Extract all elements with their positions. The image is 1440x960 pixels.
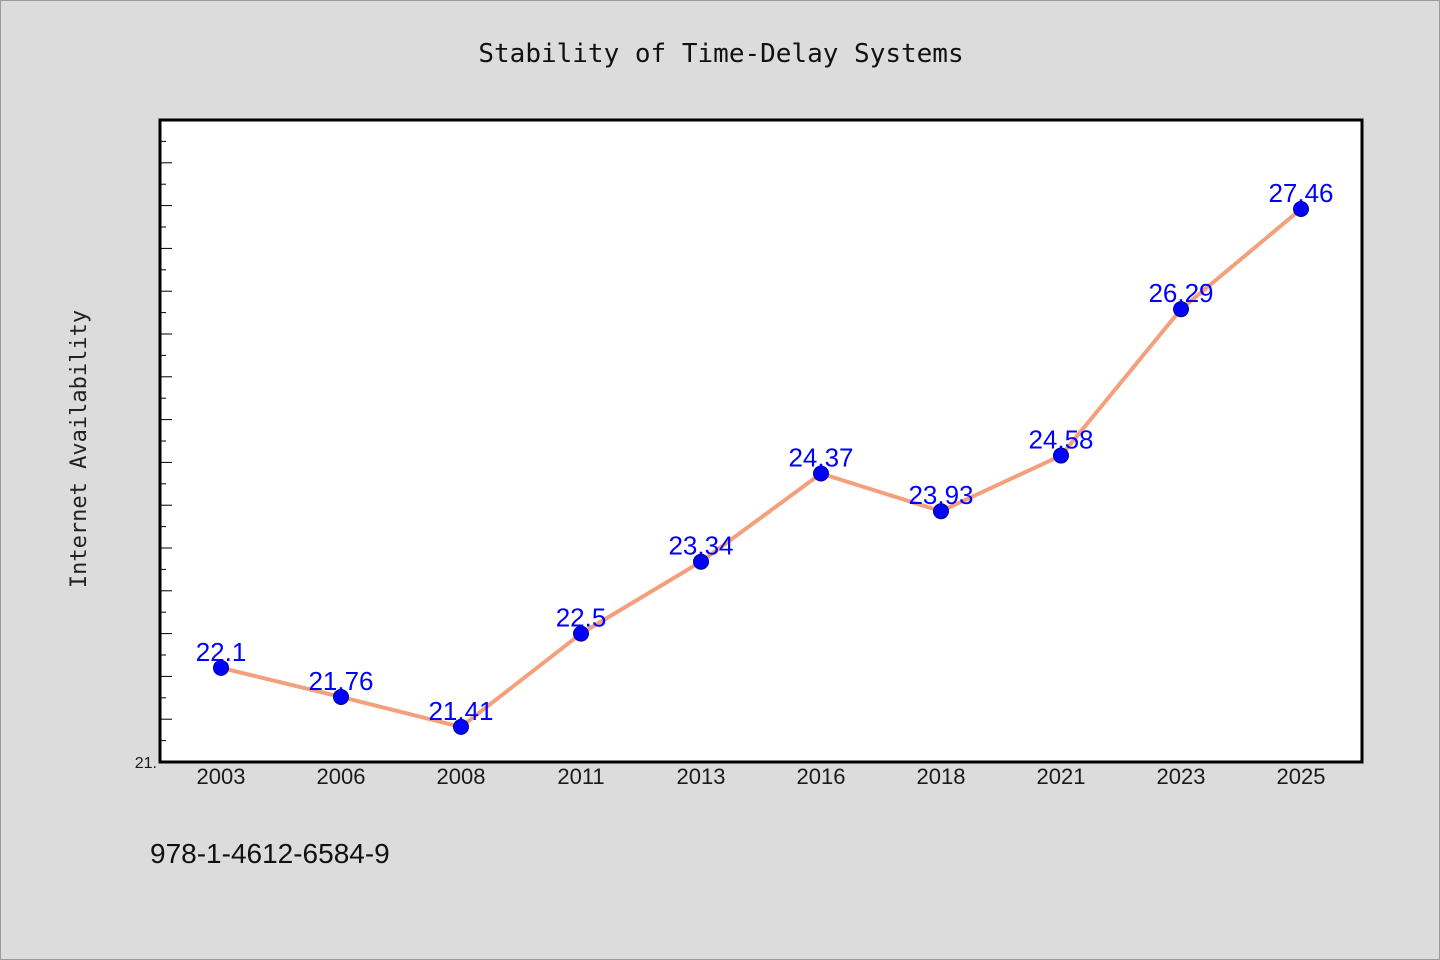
x-tick-label: 2025 [1277, 764, 1326, 789]
data-labels: 22.1 21.76 21.41 22.5 23.34 24.37 23.93 24.58 26… [196, 178, 1334, 726]
x-tick-label: 2018 [917, 764, 966, 789]
data-label: 23.93 [908, 480, 973, 510]
x-tick-label: 2021 [1037, 764, 1086, 789]
data-label: 21.41 [428, 696, 493, 726]
x-tick-label: 2016 [797, 764, 846, 789]
data-label: 27.46 [1268, 178, 1333, 208]
data-label: 26.29 [1148, 278, 1213, 308]
series-line [219, 207, 1303, 729]
plot-frame [158, 118, 1364, 764]
y-axis-label: Internet Availability [67, 310, 92, 588]
x-tick-label: 2013 [677, 764, 726, 789]
data-point [1173, 301, 1189, 318]
data-point [813, 465, 829, 482]
data-point [453, 718, 469, 735]
data-point [573, 625, 589, 642]
data-point [1293, 201, 1309, 218]
data-label: 24.58 [1028, 425, 1093, 455]
x-tick-label: 2011 [557, 764, 604, 789]
data-point [933, 503, 949, 520]
data-point [1053, 447, 1069, 464]
data-label: 22.1 [196, 637, 247, 667]
data-label: 21.76 [308, 666, 373, 696]
data-point [213, 659, 229, 676]
plot-area [160, 120, 1362, 762]
x-tick-label: 2006 [317, 764, 366, 789]
x-axis-ticks: 2003 2006 2008 2011 2013 2016 2018 2021 2023 2025 [197, 764, 1326, 789]
data-point [693, 553, 709, 570]
y-axis-min-tick-label: 21. [135, 755, 157, 772]
data-label: 23.34 [668, 531, 733, 561]
chart-title: Stability of Time-Delay Systems [478, 39, 963, 69]
data-label: 24.37 [788, 443, 853, 473]
x-tick-label: 2003 [197, 764, 246, 789]
data-label: 22.5 [556, 603, 607, 633]
data-series [213, 201, 1309, 735]
x-tick-label: 2008 [437, 764, 486, 789]
footer-code: 978-1-4612-6584-9 [150, 838, 390, 869]
data-point [333, 688, 349, 705]
x-tick-label: 2023 [1157, 764, 1206, 789]
